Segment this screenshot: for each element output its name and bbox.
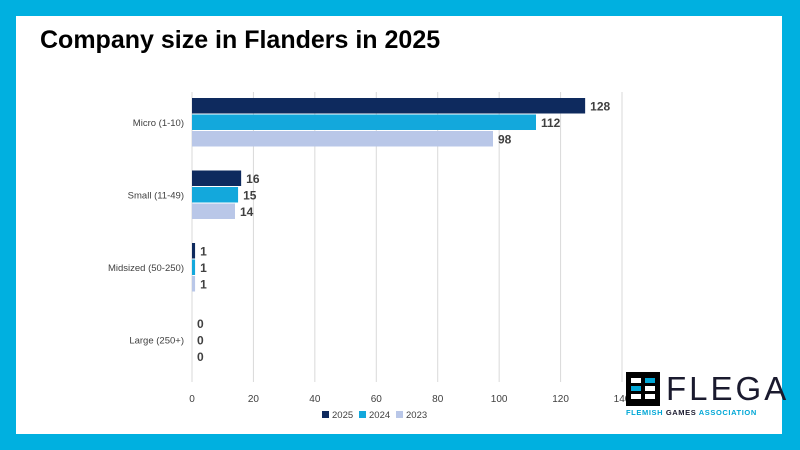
bar — [192, 170, 242, 186]
category-label: Small (11-49) — [128, 190, 184, 201]
bar — [192, 243, 196, 259]
legend-label: 2023 — [406, 410, 427, 421]
data-label: 1 — [200, 261, 207, 275]
x-tick-label: 20 — [248, 394, 260, 405]
category-label: Midsized (50-250) — [108, 263, 184, 274]
category-label: Micro (1-10) — [133, 118, 184, 129]
x-tick-label: 120 — [552, 394, 569, 405]
legend-swatch — [396, 411, 403, 418]
data-label: 15 — [243, 188, 257, 202]
data-label: 1 — [200, 244, 207, 258]
bar — [192, 187, 239, 203]
bar — [192, 114, 536, 130]
data-label: 128 — [590, 99, 610, 113]
legend-swatch — [359, 411, 366, 418]
x-tick-label: 140 — [614, 394, 631, 405]
flega-logo-mark — [626, 372, 660, 406]
x-tick-label: 100 — [491, 394, 508, 405]
data-label: 112 — [541, 116, 561, 130]
legend-label: 2025 — [332, 410, 353, 421]
data-label: 0 — [197, 350, 204, 364]
bar — [192, 259, 196, 275]
x-tick-label: 60 — [371, 394, 383, 405]
legend-swatch — [322, 411, 329, 418]
data-label: 16 — [246, 172, 260, 186]
slide-canvas — [16, 16, 782, 434]
data-label: 98 — [498, 132, 512, 146]
x-tick-label: 80 — [432, 394, 444, 405]
x-tick-label: 40 — [309, 394, 321, 405]
category-label: Large (250+) — [129, 335, 184, 346]
flega-logo: FLEGA FLEMISH GAMES ASSOCIATION — [626, 370, 786, 420]
flega-logo-word: FLEGA — [666, 370, 790, 407]
data-label: 14 — [240, 205, 254, 219]
data-label: 1 — [200, 277, 207, 291]
chart-title: Company size in Flanders in 2025 — [40, 26, 441, 54]
bar — [192, 203, 235, 219]
bar — [192, 131, 493, 147]
flega-logo-subtitle: FLEMISH GAMES ASSOCIATION — [626, 408, 757, 417]
bar — [192, 98, 586, 114]
data-label: 0 — [197, 317, 204, 331]
legend-label: 2024 — [369, 410, 390, 421]
x-tick-label: 0 — [189, 394, 195, 405]
data-label: 0 — [197, 333, 204, 347]
bar — [192, 276, 196, 292]
